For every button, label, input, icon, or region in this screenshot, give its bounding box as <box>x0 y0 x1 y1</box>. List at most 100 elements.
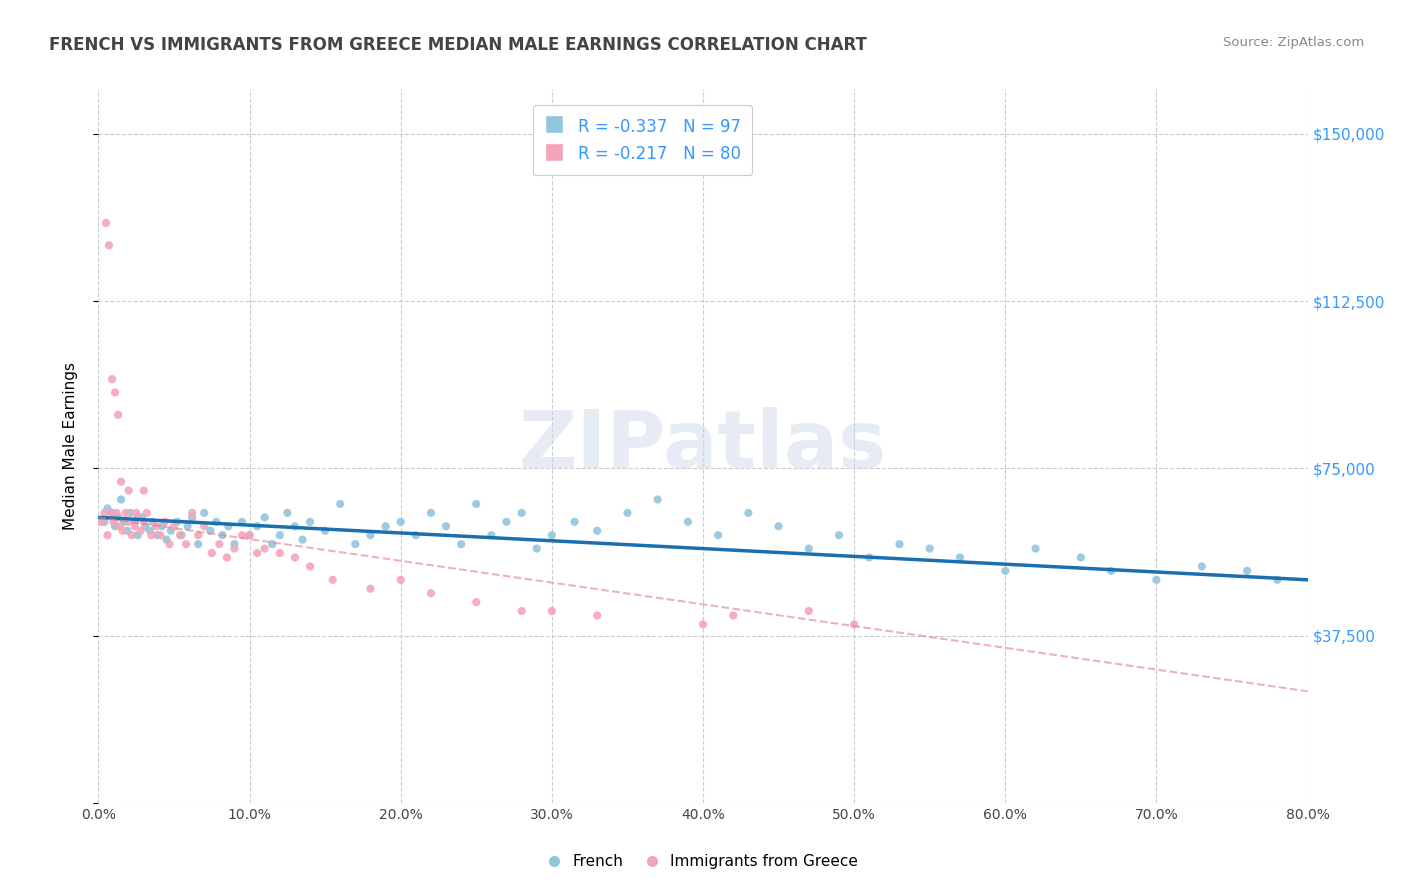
Point <box>201 546 224 560</box>
Point <box>239 528 262 542</box>
Point <box>208 537 231 551</box>
Point <box>420 506 443 520</box>
Point <box>100 506 122 520</box>
Point <box>224 541 246 556</box>
Point <box>108 519 131 533</box>
Point <box>142 515 165 529</box>
Point <box>737 506 759 520</box>
Point <box>124 515 146 529</box>
Point <box>269 546 291 560</box>
Point <box>322 573 344 587</box>
Text: Source: ZipAtlas.com: Source: ZipAtlas.com <box>1223 36 1364 49</box>
Point <box>93 506 115 520</box>
Point <box>115 524 138 538</box>
Point <box>692 617 714 632</box>
Point <box>176 519 198 533</box>
Point <box>526 541 548 556</box>
Point <box>434 519 457 533</box>
Point <box>96 528 118 542</box>
Point <box>181 510 204 524</box>
Point <box>174 537 197 551</box>
Point <box>98 238 121 252</box>
Point <box>707 528 730 542</box>
Point <box>797 604 820 618</box>
Point <box>647 492 669 507</box>
Point <box>104 519 127 533</box>
Point <box>118 515 141 529</box>
Legend: French, Immigrants from Greece: French, Immigrants from Greece <box>541 848 865 875</box>
Point <box>90 515 112 529</box>
Point <box>217 519 239 533</box>
Point <box>101 506 124 520</box>
Point <box>125 506 148 520</box>
Point <box>93 515 115 529</box>
Point <box>450 537 472 551</box>
Point <box>132 483 155 498</box>
Point <box>127 528 149 542</box>
Point <box>145 519 167 533</box>
Point <box>211 528 233 542</box>
Point <box>131 510 153 524</box>
Point <box>160 524 183 538</box>
Point <box>110 475 132 489</box>
Point <box>103 515 125 529</box>
Point <box>101 372 124 386</box>
Point <box>246 546 269 560</box>
Point <box>205 515 228 529</box>
Point <box>616 506 638 520</box>
Point <box>1146 573 1168 587</box>
Point <box>844 617 866 632</box>
Point <box>105 506 128 520</box>
Point <box>314 524 336 538</box>
Point <box>284 519 307 533</box>
Point <box>344 537 367 551</box>
Point <box>200 524 222 538</box>
Point <box>253 510 276 524</box>
Point <box>299 515 322 529</box>
Point <box>120 506 142 520</box>
Point <box>239 528 262 542</box>
Point <box>150 519 173 533</box>
Point <box>215 550 238 565</box>
Point <box>389 573 412 587</box>
Point <box>1236 564 1258 578</box>
Point <box>495 515 517 529</box>
Point <box>465 497 488 511</box>
Point <box>564 515 586 529</box>
Point <box>166 515 188 529</box>
Point <box>121 528 143 542</box>
Point <box>1099 564 1122 578</box>
Point <box>828 528 851 542</box>
Point <box>253 541 276 556</box>
Point <box>1191 559 1213 574</box>
Point <box>374 519 396 533</box>
Point <box>405 528 427 542</box>
Point <box>420 586 443 600</box>
Point <box>187 528 209 542</box>
Point <box>135 506 157 520</box>
Text: FRENCH VS IMMIGRANTS FROM GREECE MEDIAN MALE EARNINGS CORRELATION CHART: FRENCH VS IMMIGRANTS FROM GREECE MEDIAN … <box>49 36 868 54</box>
Y-axis label: Median Male Earnings: Median Male Earnings <box>63 362 77 530</box>
Point <box>193 506 215 520</box>
Point <box>481 528 503 542</box>
Point <box>994 564 1017 578</box>
Point <box>1024 541 1046 556</box>
Point <box>146 528 169 542</box>
Point <box>107 408 129 422</box>
Point <box>510 506 533 520</box>
Point <box>541 604 564 618</box>
Point <box>329 497 352 511</box>
Point <box>360 528 382 542</box>
Point <box>389 515 412 529</box>
Point <box>360 582 382 596</box>
Point <box>153 515 176 529</box>
Point <box>541 528 564 542</box>
Point <box>510 604 533 618</box>
Point <box>181 506 204 520</box>
Point <box>224 537 246 551</box>
Point <box>889 537 911 551</box>
Point <box>918 541 941 556</box>
Point <box>586 524 609 538</box>
Point <box>586 608 609 623</box>
Point <box>269 528 291 542</box>
